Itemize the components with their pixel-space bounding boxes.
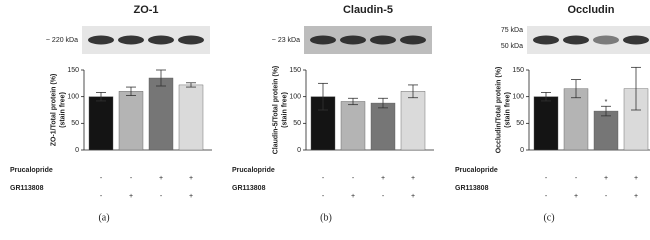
panel-label: (c)	[543, 212, 554, 223]
error-bar	[601, 105, 611, 117]
blot-label: ~ 23 kDa	[272, 37, 300, 44]
condition-sign: +	[189, 193, 193, 200]
error-bar	[348, 97, 358, 106]
bar	[148, 77, 174, 151]
condition-sign: -	[605, 193, 608, 200]
y-axis-label: Occludin/Total protein (%) (stain free)	[495, 67, 511, 154]
blot-band	[340, 35, 366, 45]
condition-sign: +	[604, 175, 608, 182]
condition-sign: +	[189, 175, 193, 182]
condition-sign: -	[322, 175, 325, 182]
condition-sign: -	[382, 193, 385, 200]
y-tick-label: 150	[512, 67, 524, 74]
error-bar	[96, 92, 106, 102]
condition-name: GR113808	[232, 185, 266, 192]
blot-band	[310, 35, 336, 45]
condition-sign: -	[545, 175, 548, 182]
condition-sign: -	[160, 193, 163, 200]
condition-sign: -	[545, 193, 548, 200]
y-tick-label: 0	[520, 147, 524, 154]
bar	[118, 91, 144, 151]
condition-sign: +	[634, 193, 638, 200]
condition-sign: +	[351, 193, 355, 200]
condition-sign: -	[130, 175, 133, 182]
condition-sign: +	[634, 175, 638, 182]
y-tick-label: 150	[289, 67, 301, 74]
blot-band	[623, 35, 649, 45]
bar	[533, 96, 559, 151]
y-tick-label: 150	[67, 67, 79, 74]
condition-sign: -	[352, 175, 355, 182]
condition-sign: -	[575, 175, 578, 182]
bar	[178, 84, 204, 151]
error-bar	[186, 82, 196, 88]
bar	[88, 96, 114, 151]
y-tick-label: 50	[516, 120, 524, 127]
y-tick-label: 100	[67, 94, 79, 101]
condition-sign: +	[411, 175, 415, 182]
y-tick-label: 50	[293, 120, 301, 127]
chart-title: ZO-1	[133, 4, 158, 16]
error-bar	[318, 82, 328, 111]
blot-band	[88, 35, 114, 45]
bar	[593, 110, 619, 151]
y-tick-label: 0	[75, 147, 79, 154]
condition-name: Prucalopride	[455, 167, 498, 174]
bar	[563, 88, 589, 151]
blot-band	[593, 35, 619, 45]
significance-marker: *	[605, 99, 608, 106]
blot-band	[533, 35, 559, 45]
condition-name: Prucalopride	[10, 167, 53, 174]
condition-sign: +	[411, 193, 415, 200]
y-axis-label-line: (stain free)	[504, 92, 511, 128]
blot-band	[563, 35, 589, 45]
blot-label: 75 kDa	[501, 27, 523, 34]
y-axis-label: ZO-1/Total protein (%) (stain free)	[50, 74, 66, 147]
condition-sign: +	[159, 175, 163, 182]
y-axis-label-line: (stain free)	[59, 92, 66, 128]
y-axis-label-line: Claudin-5/Total protein (%)	[272, 66, 279, 155]
y-axis-label: Claudin-5/Total protein (%) (stain free)	[272, 66, 288, 155]
error-bar	[631, 66, 641, 111]
condition-name: GR113808	[455, 185, 489, 192]
blot-band	[178, 35, 204, 45]
error-bar	[408, 84, 418, 99]
condition-sign: -	[100, 193, 103, 200]
error-bar	[571, 79, 581, 99]
y-axis-label-line: ZO-1/Total protein (%)	[50, 74, 57, 147]
error-bar	[156, 69, 166, 87]
error-bar	[378, 97, 388, 109]
error-bar	[126, 86, 136, 96]
chart-title: Occludin	[567, 4, 614, 16]
bar	[400, 91, 426, 151]
y-tick-label: 100	[289, 94, 301, 101]
condition-sign: -	[322, 193, 325, 200]
condition-sign: +	[574, 193, 578, 200]
condition-name: GR113808	[10, 185, 44, 192]
y-tick-label: 50	[71, 120, 79, 127]
condition-name: Prucalopride	[232, 167, 275, 174]
panel-label: (a)	[98, 212, 109, 223]
y-tick-label: 100	[512, 94, 524, 101]
condition-sign: +	[381, 175, 385, 182]
chart-title: Claudin-5	[343, 4, 393, 16]
error-bar	[541, 92, 551, 102]
y-tick-label: 0	[297, 147, 301, 154]
blot-label: 50 kDa	[501, 43, 523, 50]
y-axis-label-line: (stain free)	[281, 92, 288, 128]
blot-band	[400, 35, 426, 45]
blot-band	[148, 35, 174, 45]
condition-sign: -	[100, 175, 103, 182]
bar	[370, 102, 396, 151]
panel-label: (b)	[320, 212, 332, 223]
bar	[340, 101, 366, 151]
blot-band	[118, 35, 144, 45]
blot-label: ~ 220 kDa	[46, 37, 78, 44]
y-axis-label-line: Occludin/Total protein (%)	[495, 67, 502, 154]
blot-band	[370, 35, 396, 45]
condition-sign: +	[129, 193, 133, 200]
